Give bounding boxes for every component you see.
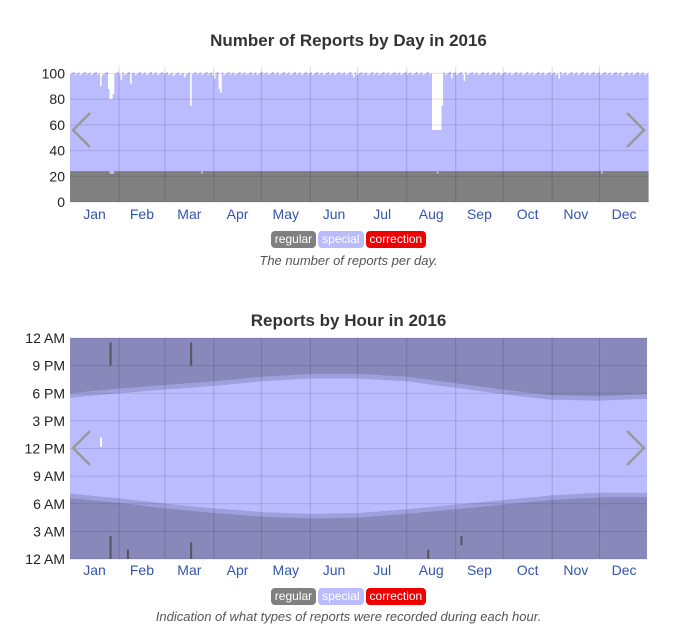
special-series-area xyxy=(70,71,649,202)
x-tick-label: Jul xyxy=(373,206,391,222)
x-tick-label: Jul xyxy=(373,562,391,578)
x-tick-label: Dec xyxy=(612,206,637,222)
y-tick-label: 40 xyxy=(49,143,65,159)
y-tick-label: 6 AM xyxy=(33,496,65,512)
x-tick-label: Oct xyxy=(517,562,539,578)
x-tick-label: Apr xyxy=(227,562,249,578)
y-tick-label: 60 xyxy=(49,117,65,133)
legend-regular[interactable]: regular xyxy=(270,588,317,605)
next-arrow-icon[interactable] xyxy=(626,112,646,148)
gap-mark xyxy=(190,542,193,559)
x-tick-label: Apr xyxy=(227,206,249,222)
chart1-plot: 0 20 40 60 80 100 Jan Feb Mar Apr May Jun Jul Aug Sep O… xyxy=(42,65,649,222)
x-tick-label: Feb xyxy=(130,562,154,578)
x-tick-label: Sep xyxy=(467,562,492,578)
legend-regular[interactable]: regular xyxy=(270,231,317,248)
chart2-legend: regular special correction xyxy=(0,588,697,605)
y-tick-label: 3 PM xyxy=(32,413,65,429)
prev-arrow-icon[interactable] xyxy=(71,112,91,148)
next-arrow-icon[interactable] xyxy=(626,430,646,466)
x-tick-label: May xyxy=(273,562,299,578)
legend-special[interactable]: special xyxy=(318,231,364,248)
x-tick-label: Jan xyxy=(83,206,106,222)
legend-correction[interactable]: correction xyxy=(365,588,427,605)
y-tick-label: 9 AM xyxy=(33,468,65,484)
y-tick-label: 3 AM xyxy=(33,523,65,539)
prev-arrow-icon[interactable] xyxy=(71,430,91,466)
y-tick-label: 100 xyxy=(42,65,66,81)
x-tick-label: Aug xyxy=(419,206,444,222)
y-tick-label: 80 xyxy=(49,91,65,107)
x-tick-label: Oct xyxy=(517,206,539,222)
legend-special[interactable]: special xyxy=(318,588,364,605)
chart2-caption: Indication of what types of reports were… xyxy=(155,609,542,624)
chart1-title: Number of Reports by Day in 2016 xyxy=(210,31,487,50)
gap-mark xyxy=(100,437,103,447)
chart1-caption: The number of reports per day. xyxy=(259,253,438,268)
x-tick-label: Aug xyxy=(419,562,444,578)
chart1-legend: regular special correction xyxy=(0,231,697,248)
y-tick-label: 12 AM xyxy=(25,330,65,346)
x-tick-label: Jun xyxy=(323,206,346,222)
x-tick-label: Mar xyxy=(177,206,201,222)
y-tick-label: 6 PM xyxy=(32,385,65,401)
gap-mark xyxy=(427,549,430,559)
gap-mark xyxy=(109,342,112,366)
gap-mark xyxy=(460,535,463,546)
regular-series-area xyxy=(70,171,649,202)
x-tick-label: Jan xyxy=(83,562,106,578)
special-series-area xyxy=(70,378,647,514)
x-tick-label: Dec xyxy=(612,562,637,578)
y-tick-label: 12 AM xyxy=(25,551,65,567)
chart2-plot: 12 AM 3 AM 6 AM 9 AM 12 PM 3 PM 6 PM 9 PM 12 AM J… xyxy=(25,330,647,578)
y-tick-label: 0 xyxy=(57,194,65,210)
y-tick-label: 12 PM xyxy=(25,441,65,457)
y-tick-label: 20 xyxy=(49,168,65,184)
x-tick-label: Mar xyxy=(177,562,201,578)
x-tick-label: Sep xyxy=(467,206,492,222)
gap-mark xyxy=(109,535,112,559)
gap-mark xyxy=(190,342,193,366)
x-tick-label: Jun xyxy=(323,562,346,578)
chart2-title: Reports by Hour in 2016 xyxy=(250,311,447,330)
legend-correction[interactable]: correction xyxy=(365,231,427,248)
x-tick-label: Nov xyxy=(563,562,588,578)
x-tick-label: May xyxy=(273,206,299,222)
y-tick-label: 9 PM xyxy=(32,358,65,374)
x-tick-label: Nov xyxy=(563,206,588,222)
gap-mark xyxy=(126,549,129,559)
x-tick-label: Feb xyxy=(130,206,154,222)
